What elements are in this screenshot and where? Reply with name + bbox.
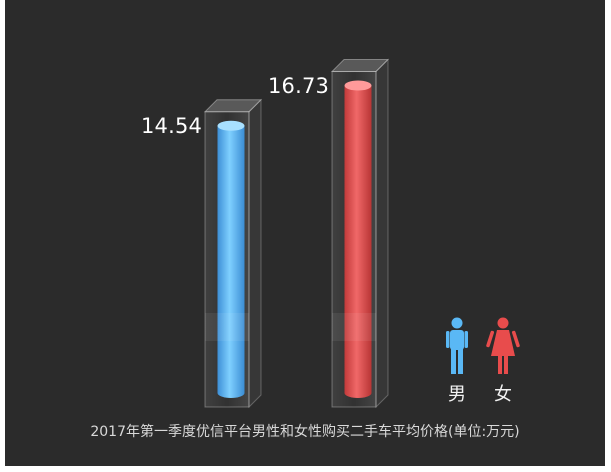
bar-female — [330, 58, 390, 409]
bar-base-female — [344, 388, 372, 398]
bar-cap-male — [217, 120, 245, 131]
glass-glare-male — [205, 313, 249, 341]
glass-top-male — [203, 99, 263, 113]
bar-male — [203, 98, 263, 409]
bar-cap-female — [344, 80, 372, 91]
male-person-icon — [446, 317, 468, 374]
value-label-male: 14.54 — [141, 113, 203, 138]
bar-body-female — [344, 85, 372, 394]
chart-title: 2017年第一季度优信平台男性和女性购买二手车平均价格(单位:万元) — [90, 424, 520, 440]
glass-top-female — [330, 59, 390, 73]
bar-base-male — [217, 388, 245, 398]
legend-label-male: 男 — [448, 384, 466, 405]
chart-panel: 14.54 16.73 男 女 2017年第一季度优信平台男性和女性购买二手车平… — [5, 0, 605, 466]
legend-label-female: 女 — [494, 384, 512, 405]
female-person-icon — [486, 317, 520, 374]
chart-canvas — [203, 58, 520, 409]
bar-body-male — [217, 125, 245, 393]
value-label-female: 16.73 — [268, 73, 330, 98]
glass-side-female — [375, 58, 389, 409]
glass-glare-female — [332, 313, 376, 341]
glass-side-male — [248, 98, 262, 409]
